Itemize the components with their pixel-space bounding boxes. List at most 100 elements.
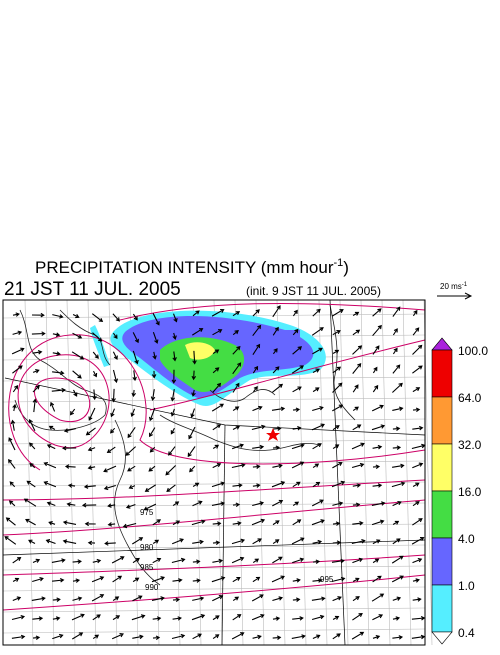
wind-vector <box>192 559 201 564</box>
wind-vector <box>352 520 364 526</box>
vector-scale-label: 20 ms-1 <box>440 282 468 291</box>
wind-vector <box>152 635 161 641</box>
wind-vector <box>32 558 41 564</box>
wind-vector <box>392 382 403 393</box>
wind-vector <box>291 443 305 450</box>
wind-vector <box>332 540 342 545</box>
vector-scale-head <box>464 292 473 300</box>
wind-vector <box>312 634 321 640</box>
wind-vector <box>211 576 226 583</box>
wind-vector <box>292 481 301 488</box>
wind-vector <box>104 541 116 546</box>
wind-vector <box>372 366 378 374</box>
wind-vector <box>211 403 225 412</box>
wind-vector <box>8 500 16 507</box>
wind-vector <box>127 426 136 439</box>
wind-vector <box>272 326 279 336</box>
wind-vector <box>32 635 41 640</box>
wind-vector <box>211 308 225 317</box>
wind-vector <box>132 634 144 640</box>
wind-vector <box>91 594 105 602</box>
wind-vector <box>332 425 340 431</box>
wind-vector <box>8 437 16 451</box>
wind-vector <box>332 461 343 469</box>
wind-vector <box>272 383 284 393</box>
wind-vector <box>10 419 16 431</box>
wind-vector <box>331 558 345 564</box>
wind-vector <box>31 312 45 318</box>
wind-vector <box>32 369 40 374</box>
wind-vector <box>172 597 181 603</box>
wind-vector <box>149 446 156 453</box>
wind-vector <box>191 389 196 397</box>
wind-vector <box>311 596 326 601</box>
wind-vector <box>212 595 224 602</box>
wind-vector <box>29 463 36 469</box>
wind-vector <box>26 480 36 488</box>
wind-vector <box>412 327 420 336</box>
wind-vector <box>352 406 359 412</box>
wind-vector <box>372 483 383 488</box>
wind-vector <box>72 559 82 564</box>
wind-vector <box>191 519 206 526</box>
wind-vector <box>132 537 144 545</box>
wind-vector <box>92 389 97 401</box>
wind-vector <box>11 347 25 355</box>
wind-vector <box>291 461 305 469</box>
wind-vector <box>144 484 156 492</box>
wind-vector <box>411 616 426 621</box>
wind-vector <box>32 385 40 393</box>
wind-vector <box>212 521 222 526</box>
wind-vector <box>311 327 324 336</box>
wind-vector <box>25 518 36 526</box>
wind-vector <box>352 345 363 355</box>
wind-vector <box>212 615 220 621</box>
wind-vector <box>312 443 322 450</box>
wind-vector <box>412 462 424 469</box>
wind-vector <box>130 408 136 417</box>
wind-vector <box>110 408 116 418</box>
wind-vector <box>172 520 181 526</box>
wind-vector <box>170 389 176 402</box>
wind-vector <box>372 384 379 393</box>
wind-vector <box>252 309 260 317</box>
wind-vector <box>191 370 197 381</box>
wind-vector <box>251 594 264 602</box>
wind-vector <box>332 444 340 450</box>
wind-vector <box>52 314 64 319</box>
wind-vector <box>292 407 301 413</box>
wind-vector <box>112 313 121 322</box>
wind-vector <box>12 365 23 374</box>
wind-vector <box>392 406 404 412</box>
wind-vector <box>148 407 156 422</box>
wind-vector <box>292 386 302 393</box>
wind-vector <box>392 463 405 469</box>
wind-vector <box>12 596 22 602</box>
grid-line <box>402 299 412 646</box>
wind-vector <box>192 310 200 317</box>
wind-vector <box>252 343 261 356</box>
grid-line <box>24 299 34 646</box>
wind-vector <box>152 312 160 326</box>
wind-vector <box>131 389 137 398</box>
wind-vector <box>152 519 162 526</box>
colorbar-segment <box>431 537 453 586</box>
wind-vector <box>351 442 365 450</box>
wind-vector <box>32 349 43 355</box>
wind-vector <box>31 331 46 336</box>
wind-vector <box>232 483 243 488</box>
wind-vector <box>372 308 382 317</box>
grid-line <box>2 565 426 571</box>
wind-vector <box>150 389 156 401</box>
wind-vector <box>166 484 176 492</box>
wind-vector <box>272 520 280 526</box>
wind-vector <box>87 446 96 452</box>
wind-vector <box>212 540 221 546</box>
wind-vector <box>252 405 263 412</box>
wind-vector <box>352 362 362 374</box>
wind-vector <box>172 351 177 362</box>
colorbar-label: 16.0 <box>458 485 482 499</box>
wind-vector <box>272 539 280 545</box>
wind-vector <box>211 501 226 506</box>
